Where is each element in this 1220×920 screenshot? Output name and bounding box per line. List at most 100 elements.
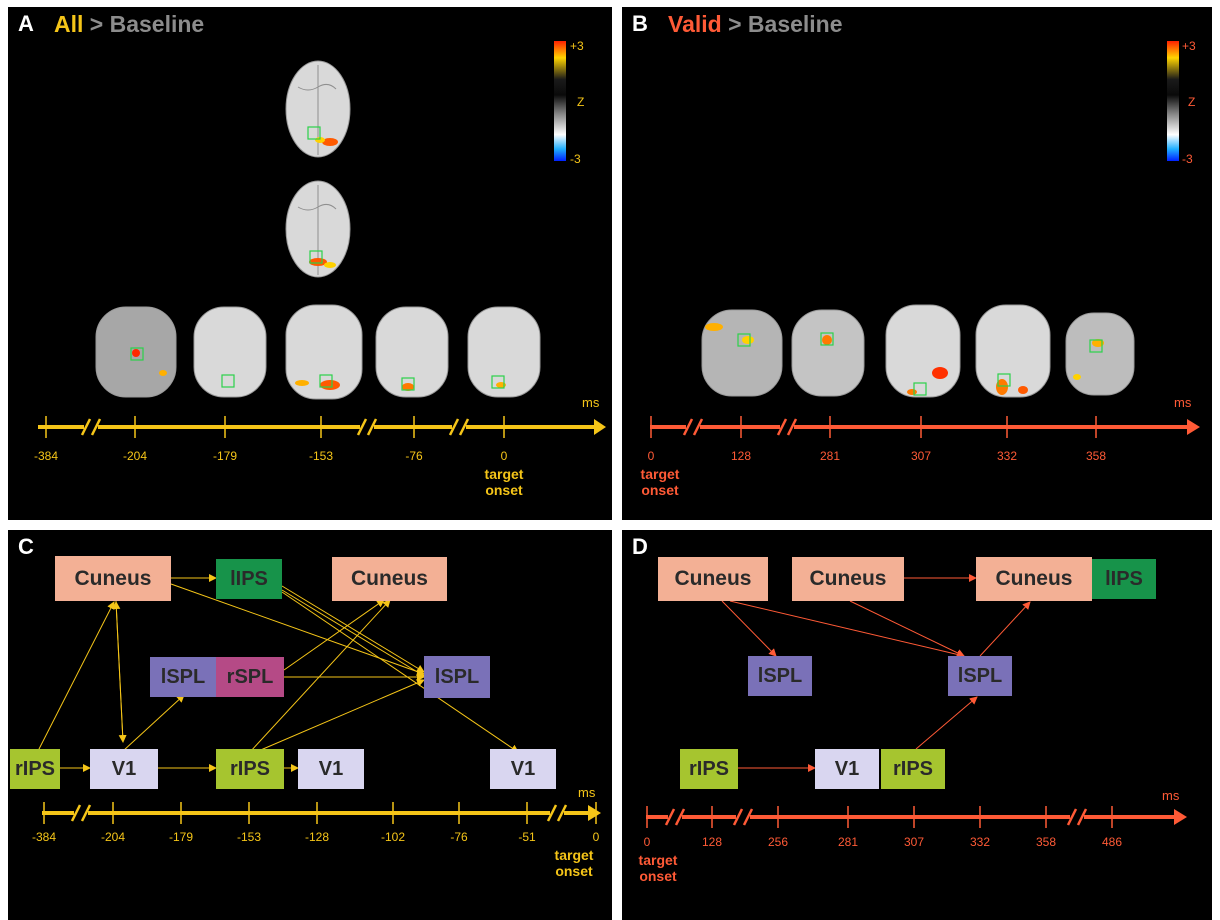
tick-label: 281 (819, 449, 841, 463)
brain-image (701, 304, 1135, 398)
panel-letter: D (632, 534, 648, 559)
tick-label: 307 (910, 449, 932, 463)
onset-line2: onset (639, 868, 677, 884)
connectivity-arrows (37, 574, 601, 824)
tick-label: -51 (518, 830, 536, 844)
node-v1: V1 (490, 749, 556, 789)
connection-arrows (37, 574, 519, 772)
node-rips: rIPS (10, 749, 60, 789)
panel-title: All > Baseline (54, 11, 204, 38)
tick-label: 0 (647, 449, 655, 463)
timeline-arrowhead (588, 805, 601, 821)
axis-break-marks (80, 418, 470, 436)
tick-label: -179 (212, 449, 238, 463)
colorbar-z-label: Z (1188, 95, 1196, 109)
node-lips: lIPS (1092, 559, 1156, 599)
tick-label: 358 (1085, 449, 1107, 463)
roi-markers (737, 332, 1103, 396)
axis-unit-label: ms (1162, 788, 1180, 803)
panel-a-graphics (38, 60, 606, 438)
onset-line1: target (484, 466, 524, 482)
tick-label: 332 (996, 449, 1018, 463)
timeline-arrowhead (1187, 419, 1200, 435)
axis-unit-label: ms (582, 395, 600, 410)
panel-letter: B (632, 11, 648, 36)
tick-label: 281 (837, 835, 859, 849)
tick-label: -128 (304, 830, 330, 844)
title-condition: Valid (668, 11, 722, 37)
axis-break-marks (682, 418, 798, 436)
onset-line1: target (554, 847, 594, 863)
colorbar-min-label: -3 (1182, 152, 1193, 166)
node-cuneus: Cuneus (976, 557, 1092, 601)
panel-letter: C (18, 534, 34, 559)
onset-line2: onset (555, 863, 593, 879)
tick-label: -153 (236, 830, 262, 844)
node-v1: V1 (298, 749, 364, 789)
connection-arrows (721, 574, 1093, 772)
node-cuneus: Cuneus (55, 556, 171, 601)
tick-label: -204 (100, 830, 126, 844)
tick-marks (650, 416, 1097, 438)
tick-label: -179 (168, 830, 194, 844)
onset-line1: target (638, 852, 678, 868)
tick-marks (43, 802, 597, 824)
title-contrast: > Baseline (728, 11, 843, 37)
tick-marks (45, 416, 505, 438)
node-v1: V1 (815, 749, 879, 789)
panel-c: C (8, 530, 612, 920)
panel-title: Valid > Baseline (668, 11, 843, 38)
tick-label: -76 (405, 449, 423, 463)
tick-label: 307 (903, 835, 925, 849)
target-onset-label: target onset (639, 852, 678, 884)
panel-b: B Valid > Baseline +3 Z -3 0 128 281 307… (622, 7, 1212, 520)
panel-letter: A (18, 11, 34, 36)
tick-marks (646, 806, 1113, 828)
tick-label: 0 (500, 449, 508, 463)
node-lips: lIPS (216, 559, 282, 599)
node-rspl: rSPL (216, 657, 284, 697)
tick-label: 486 (1101, 835, 1123, 849)
axis-break-marks (664, 808, 1088, 826)
axis-unit-label: ms (1174, 395, 1192, 410)
node-rips: rIPS (680, 749, 738, 789)
target-onset-label: target onset (485, 466, 524, 498)
node-v1: V1 (90, 749, 158, 789)
connectivity-arrows (646, 574, 1187, 828)
node-rips: rIPS (216, 749, 284, 789)
onset-line1: target (640, 466, 680, 482)
node-rips: rIPS (881, 749, 945, 789)
tick-label: 332 (969, 835, 991, 849)
tick-label: 256 (767, 835, 789, 849)
node-lspl: lSPL (948, 656, 1012, 696)
tick-label: -76 (450, 830, 468, 844)
colorbar-z-label: Z (577, 95, 585, 109)
tick-label: 358 (1035, 835, 1057, 849)
tick-label: 128 (730, 449, 752, 463)
node-lspl: lSPL (748, 656, 812, 696)
tick-label: 0 (643, 835, 651, 849)
tick-label: -384 (33, 449, 59, 463)
title-contrast: > Baseline (89, 11, 205, 37)
node-lspl: lSPL (424, 656, 490, 698)
timeline-arrowhead (1174, 809, 1187, 825)
node-lspl: lSPL (150, 657, 216, 697)
colorbar-max-label: +3 (570, 39, 584, 53)
panel-b-graphics (650, 304, 1200, 438)
colorbar-max-label: +3 (1182, 39, 1196, 53)
node-cuneus: Cuneus (792, 557, 904, 601)
z-colorbar (554, 41, 566, 161)
title-condition: All (54, 11, 84, 37)
target-onset-label: target onset (555, 847, 594, 879)
tick-label: -153 (308, 449, 334, 463)
panel-a: A All > Baseline +3 Z -3 -384 -204 -179 … (8, 7, 612, 520)
tick-label: -204 (122, 449, 148, 463)
onset-line2: onset (641, 482, 679, 498)
target-onset-label: target onset (641, 466, 680, 498)
timeline-arrowhead (594, 419, 606, 435)
tick-label: 0 (592, 830, 600, 844)
node-cuneus: Cuneus (332, 557, 447, 601)
onset-line2: onset (485, 482, 523, 498)
node-cuneus: Cuneus (658, 557, 768, 601)
panel-d: D (622, 530, 1212, 920)
